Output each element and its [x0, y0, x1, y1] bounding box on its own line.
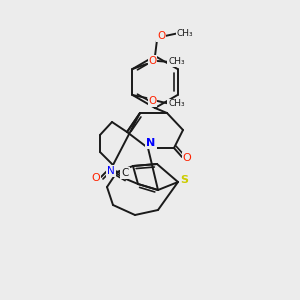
- Text: S: S: [180, 175, 188, 185]
- Text: CH₃: CH₃: [168, 58, 185, 67]
- Text: C: C: [121, 168, 129, 178]
- Text: N: N: [107, 166, 115, 176]
- Text: O: O: [157, 31, 165, 41]
- Text: CH₃: CH₃: [168, 100, 185, 109]
- Text: N: N: [146, 138, 156, 148]
- Text: O: O: [148, 96, 157, 106]
- Text: O: O: [92, 173, 100, 183]
- Text: O: O: [183, 153, 191, 163]
- Text: CH₃: CH₃: [177, 28, 193, 38]
- Text: O: O: [148, 56, 157, 66]
